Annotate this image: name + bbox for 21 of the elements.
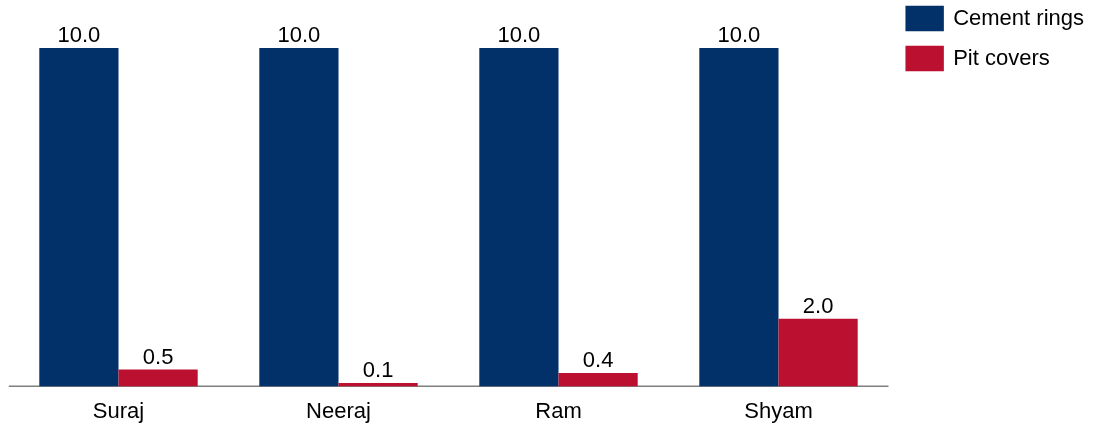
legend-label: Pit covers (953, 45, 1050, 71)
x-tick-label: Neeraj (306, 397, 371, 423)
bar (479, 47, 559, 387)
legend-label: Cement rings (953, 5, 1084, 31)
data-label: 0.5 (142, 343, 174, 369)
bar (778, 318, 858, 387)
bar (39, 47, 119, 387)
data-label: 2.0 (802, 292, 834, 318)
bar (118, 369, 198, 387)
data-label: 10.0 (497, 21, 541, 47)
data-label: 0.4 (582, 346, 614, 372)
data-label: 10.0 (717, 21, 761, 47)
bar (558, 372, 638, 387)
data-label: 0.1 (362, 357, 394, 383)
x-tick-label: Ram (535, 397, 582, 423)
x-tick-label: Suraj (92, 397, 145, 423)
data-label: 10.0 (277, 21, 321, 47)
x-tick-label: Shyam (744, 397, 813, 423)
bar (259, 47, 339, 387)
data-label: 10.0 (57, 21, 101, 47)
bar (699, 47, 779, 387)
